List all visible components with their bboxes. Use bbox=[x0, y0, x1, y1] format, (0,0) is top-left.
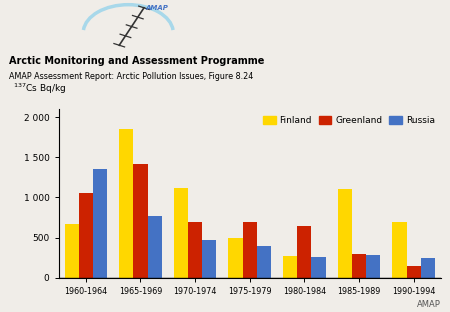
Bar bbox=[366, 255, 380, 278]
Bar bbox=[338, 189, 352, 278]
Bar bbox=[311, 257, 326, 278]
Bar bbox=[202, 240, 216, 278]
Text: $^{137}$Cs Bq/kg: $^{137}$Cs Bq/kg bbox=[13, 81, 66, 96]
Bar bbox=[148, 216, 162, 278]
Bar bbox=[133, 164, 148, 278]
Text: Arctic Monitoring and Assessment Programme: Arctic Monitoring and Assessment Program… bbox=[9, 56, 265, 66]
Bar bbox=[297, 226, 311, 278]
Bar bbox=[188, 222, 202, 278]
Text: AMAP: AMAP bbox=[145, 5, 168, 11]
Text: AMAP Assessment Report: Arctic Pollution Issues, Figure 8.24: AMAP Assessment Report: Arctic Pollution… bbox=[9, 72, 253, 81]
Bar bbox=[243, 222, 257, 278]
Bar bbox=[174, 188, 188, 278]
Legend: Finland, Greenland, Russia: Finland, Greenland, Russia bbox=[261, 114, 436, 126]
Bar bbox=[229, 238, 243, 278]
Bar bbox=[93, 168, 107, 278]
Bar bbox=[119, 129, 133, 278]
Bar bbox=[79, 193, 93, 278]
Bar bbox=[283, 256, 297, 278]
Bar bbox=[421, 258, 435, 278]
Text: AMAP: AMAP bbox=[417, 300, 441, 309]
Bar bbox=[352, 254, 366, 278]
Bar bbox=[407, 266, 421, 278]
Bar bbox=[257, 246, 271, 278]
Bar bbox=[392, 222, 407, 278]
Bar bbox=[64, 224, 79, 278]
